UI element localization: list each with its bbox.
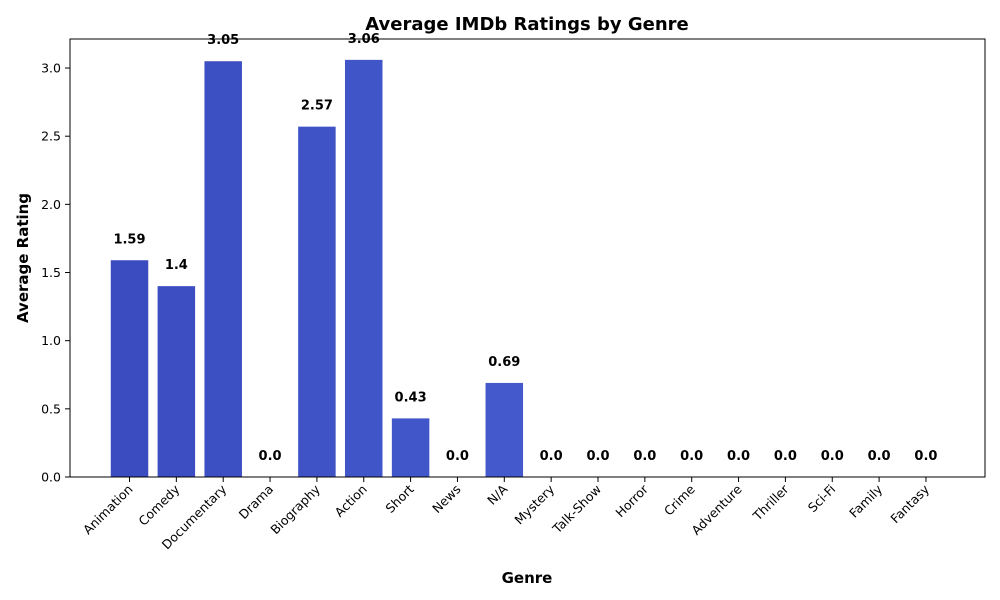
y-axis-label: Average Rating <box>14 193 32 323</box>
data-labels-layer: 1.591.43.050.02.573.060.430.00.690.0 0.0 0… <box>113 32 937 464</box>
x-tick-label: Adventure <box>688 481 745 538</box>
y-tick-label: 0.5 <box>41 401 61 416</box>
y-tick-label: 3.0 <box>41 61 61 76</box>
plot-frame <box>69 38 986 478</box>
x-tick-label: Comedy <box>135 481 183 529</box>
x-tick-label: Animation <box>80 482 136 538</box>
x-tick-label: Sci-Fi <box>805 482 839 516</box>
data-label: 0.0 <box>727 449 750 464</box>
x-tick-label: News <box>429 482 463 516</box>
y-tick-label: 1.5 <box>41 265 61 280</box>
y-tick-label: 1.0 <box>41 333 61 348</box>
x-tick-label: Short <box>382 481 416 515</box>
data-label: 1.4 <box>165 258 188 273</box>
bar <box>110 260 149 477</box>
y-tick-label: 2.0 <box>41 197 61 212</box>
x-tick-label: Drama <box>236 482 276 522</box>
x-tick-label: Mystery <box>511 481 557 527</box>
bar <box>485 382 524 477</box>
y-tick-label: 2.5 <box>41 129 61 144</box>
data-label: 0.0 <box>586 449 609 464</box>
data-label: 0.0 <box>868 449 891 464</box>
data-label: 0.69 <box>488 355 520 370</box>
bar <box>298 126 336 478</box>
data-label: 3.05 <box>207 33 239 48</box>
x-tick-label: Talk-Show <box>549 482 604 537</box>
x-tick-label: Biography <box>267 481 323 537</box>
data-label: 0.0 <box>259 449 282 464</box>
data-label: 0.0 <box>774 449 797 464</box>
data-label: 0.0 <box>821 449 844 464</box>
x-tick-label: Crime <box>661 481 698 518</box>
y-tick-label: 0.0 <box>41 470 61 485</box>
data-label: 1.59 <box>113 232 145 247</box>
x-tick-label: Thriller <box>749 481 792 524</box>
data-label: 0.0 <box>680 449 703 464</box>
bar <box>157 286 196 477</box>
data-label: 0.0 <box>446 449 469 464</box>
bar <box>391 418 430 477</box>
data-label: 0.0 <box>633 449 656 464</box>
data-label: 0.0 <box>540 449 563 464</box>
x-tick-label: Horror <box>612 481 651 520</box>
x-axis-label: Genre <box>502 569 553 587</box>
x-tick-label: N/A <box>484 481 511 508</box>
x-tick-label: Fantasy <box>887 481 932 526</box>
chart-title: Average IMDb Ratings by Genre <box>365 14 689 35</box>
data-label: 0.0 <box>914 449 937 464</box>
data-label: 0.43 <box>395 390 427 405</box>
bar <box>204 61 242 477</box>
y-axis: 0.0 0.5 1.0 1.5 2.0 2.5 3.0 <box>41 61 70 485</box>
x-tick-label: Action <box>332 482 370 520</box>
bar <box>345 59 383 478</box>
x-tick-label: Family <box>846 481 885 520</box>
data-label: 2.57 <box>301 99 333 114</box>
bars-layer <box>110 59 524 478</box>
